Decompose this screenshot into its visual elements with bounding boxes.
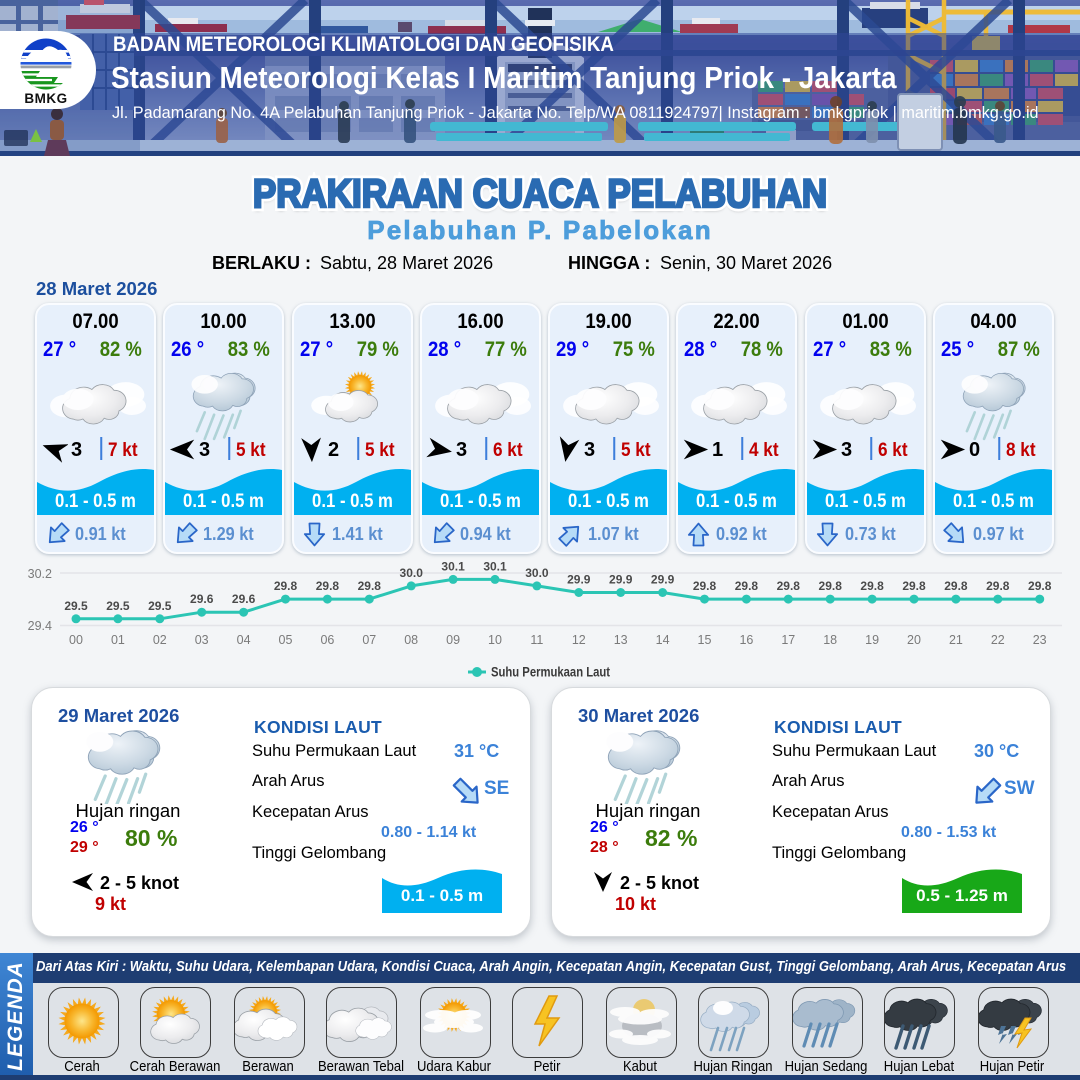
svg-text:15: 15: [698, 633, 712, 647]
svg-text:13: 13: [614, 633, 628, 647]
svg-text:29.8: 29.8: [274, 579, 298, 593]
svg-text:29.8: 29.8: [902, 579, 926, 593]
svg-text:21: 21: [949, 633, 963, 647]
svg-text:29.9: 29.9: [609, 573, 633, 587]
svg-text:29.8: 29.8: [1028, 579, 1052, 593]
svg-text:10: 10: [488, 633, 502, 647]
svg-text:29.5: 29.5: [64, 599, 88, 613]
svg-text:16: 16: [739, 633, 753, 647]
svg-text:Suhu Permukaan Laut: Suhu Permukaan Laut: [491, 665, 610, 680]
svg-text:00: 00: [69, 633, 83, 647]
svg-text:29.8: 29.8: [358, 579, 382, 593]
svg-text:30.1: 30.1: [483, 560, 507, 573]
svg-text:29.6: 29.6: [190, 592, 214, 606]
svg-text:20: 20: [907, 633, 921, 647]
svg-text:08: 08: [404, 633, 418, 647]
svg-text:14: 14: [656, 633, 670, 647]
svg-text:18: 18: [823, 633, 837, 647]
svg-text:19: 19: [865, 633, 879, 647]
svg-text:30.0: 30.0: [400, 566, 424, 580]
svg-text:29.8: 29.8: [693, 579, 717, 593]
svg-text:01: 01: [111, 633, 125, 647]
svg-text:09: 09: [446, 633, 460, 647]
svg-text:07: 07: [362, 633, 376, 647]
svg-text:29.5: 29.5: [148, 599, 172, 613]
svg-text:29.8: 29.8: [986, 579, 1010, 593]
svg-text:30.2: 30.2: [28, 567, 52, 581]
svg-text:29.8: 29.8: [316, 579, 340, 593]
svg-text:22: 22: [991, 633, 1005, 647]
svg-text:02: 02: [153, 633, 167, 647]
svg-text:23: 23: [1033, 633, 1047, 647]
svg-text:03: 03: [195, 633, 209, 647]
svg-text:05: 05: [279, 633, 293, 647]
svg-text:29.8: 29.8: [860, 579, 884, 593]
svg-text:11: 11: [530, 633, 543, 647]
svg-text:BMKG: BMKG: [24, 91, 67, 106]
svg-text:30.1: 30.1: [441, 560, 465, 573]
svg-text:12: 12: [572, 633, 586, 647]
svg-text:29.4: 29.4: [28, 619, 52, 633]
svg-text:29.9: 29.9: [567, 573, 591, 587]
svg-text:04: 04: [237, 633, 251, 647]
svg-text:29.6: 29.6: [232, 592, 256, 606]
svg-text:30.0: 30.0: [525, 566, 549, 580]
svg-text:29.8: 29.8: [944, 579, 968, 593]
svg-text:29.5: 29.5: [106, 599, 130, 613]
svg-text:06: 06: [320, 633, 334, 647]
svg-text:29.8: 29.8: [777, 579, 801, 593]
svg-text:29.8: 29.8: [819, 579, 843, 593]
svg-text:17: 17: [781, 633, 795, 647]
svg-text:29.8: 29.8: [735, 579, 759, 593]
svg-text:29.9: 29.9: [651, 573, 675, 587]
